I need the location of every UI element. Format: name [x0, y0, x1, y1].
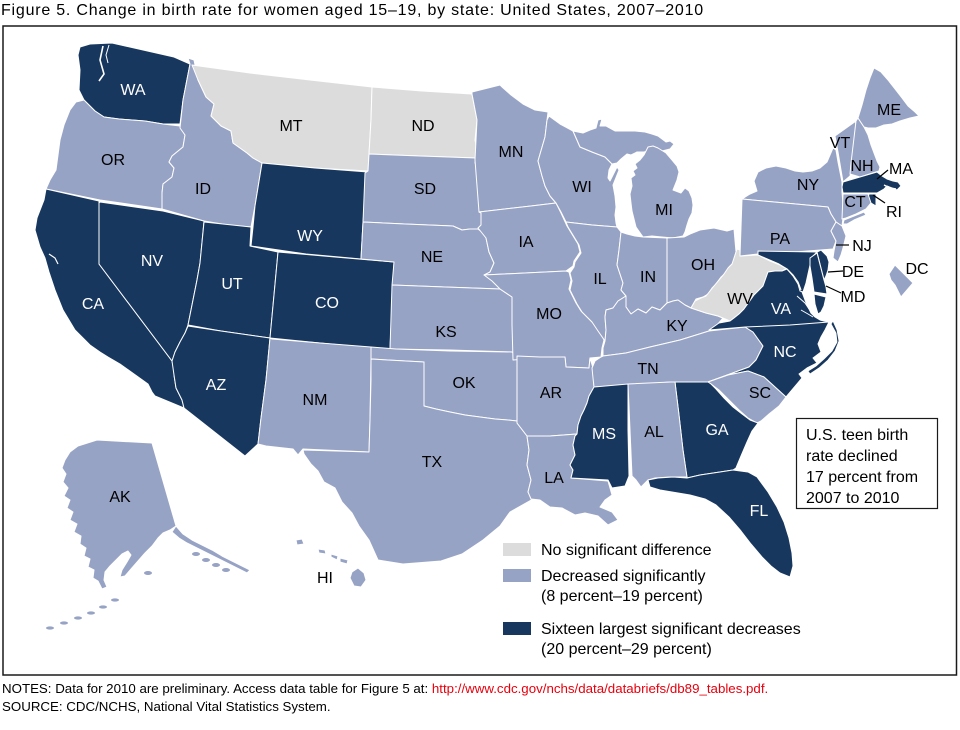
svg-text:CT: CT	[844, 194, 866, 211]
svg-text:NJ: NJ	[852, 238, 872, 255]
svg-text:NM: NM	[303, 392, 328, 409]
svg-text:WY: WY	[297, 228, 323, 245]
svg-text:17 percent from: 17 percent from	[806, 469, 918, 486]
svg-text:TN: TN	[637, 361, 658, 378]
svg-text:AL: AL	[644, 424, 664, 441]
svg-text:ND: ND	[411, 118, 434, 135]
svg-text:DC: DC	[905, 261, 928, 278]
svg-text:FL: FL	[750, 503, 769, 520]
svg-text:TX: TX	[422, 454, 443, 471]
svg-text:SC: SC	[749, 385, 771, 402]
svg-text:U.S. teen birth: U.S. teen birth	[806, 427, 908, 444]
svg-text:AR: AR	[540, 385, 562, 402]
svg-text:WA: WA	[120, 82, 146, 99]
svg-text:GA: GA	[705, 422, 728, 439]
svg-text:Sixteen largest significant de: Sixteen largest significant decreases	[541, 621, 801, 638]
svg-text:NY: NY	[797, 177, 820, 194]
svg-text:UT: UT	[221, 276, 243, 293]
svg-text:WV: WV	[727, 291, 753, 308]
svg-text:No significant difference: No significant difference	[541, 542, 712, 559]
svg-text:MN: MN	[499, 144, 524, 161]
svg-text:RI: RI	[886, 204, 902, 221]
svg-text:SOURCE: CDC/NCHS, National Vit: SOURCE: CDC/NCHS, National Vital Statist…	[2, 699, 331, 714]
svg-text:CA: CA	[82, 296, 105, 313]
svg-text:2007 to 2010: 2007 to 2010	[806, 490, 900, 507]
svg-text:AK: AK	[109, 489, 131, 506]
svg-text:KS: KS	[435, 324, 456, 341]
svg-text:NC: NC	[773, 344, 796, 361]
svg-text:CO: CO	[315, 295, 339, 312]
svg-text:(8 percent–19 percent): (8 percent–19 percent)	[541, 588, 703, 605]
svg-text:DE: DE	[842, 264, 864, 281]
svg-text:WI: WI	[572, 179, 592, 196]
svg-text:ID: ID	[195, 181, 211, 198]
svg-text:IN: IN	[640, 269, 656, 286]
svg-text:AZ: AZ	[206, 377, 227, 394]
svg-text:OK: OK	[452, 375, 475, 392]
svg-text:IA: IA	[518, 234, 533, 251]
svg-text:(20 percent–29 percent): (20 percent–29 percent)	[541, 641, 712, 658]
svg-text:Decreased significantly: Decreased significantly	[541, 568, 706, 585]
svg-text:VT: VT	[830, 135, 851, 152]
svg-text:NV: NV	[141, 253, 164, 270]
svg-text:HI: HI	[317, 570, 333, 587]
svg-text:ME: ME	[877, 102, 901, 119]
svg-text:Figure 5. Change in birth rate: Figure 5. Change in birth rate for women…	[1, 2, 704, 19]
svg-text:MS: MS	[592, 426, 616, 443]
svg-text:VA: VA	[771, 301, 791, 318]
svg-text:MT: MT	[279, 118, 302, 135]
svg-text:MO: MO	[536, 306, 562, 323]
svg-text:MD: MD	[841, 289, 866, 306]
svg-text:PA: PA	[770, 231, 790, 248]
svg-text:LA: LA	[544, 470, 564, 487]
svg-text:KY: KY	[666, 318, 688, 335]
svg-text:NH: NH	[850, 158, 873, 175]
svg-text:IL: IL	[593, 271, 606, 288]
svg-text:MI: MI	[655, 202, 673, 219]
svg-text:MA: MA	[889, 161, 913, 178]
svg-text:OH: OH	[691, 257, 715, 274]
svg-text:SD: SD	[414, 181, 436, 198]
svg-text:OR: OR	[101, 152, 125, 169]
svg-text:NE: NE	[421, 249, 443, 266]
svg-text:NOTES: Data for 2010 are preli: NOTES: Data for 2010 are preliminary. Ac…	[2, 681, 768, 696]
svg-text:rate declined: rate declined	[806, 448, 898, 465]
